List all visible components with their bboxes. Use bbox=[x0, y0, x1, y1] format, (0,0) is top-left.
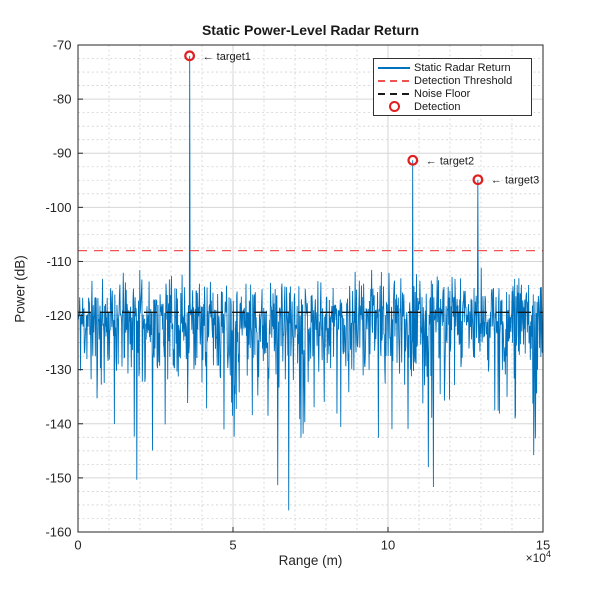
svg-text:-110: -110 bbox=[46, 254, 71, 269]
y-axis-label: Power (dB) bbox=[12, 255, 28, 323]
svg-text:-130: -130 bbox=[45, 362, 71, 377]
svg-text:-80: -80 bbox=[53, 92, 72, 107]
legend-swatch bbox=[374, 79, 414, 82]
svg-text:-160: -160 bbox=[45, 525, 71, 540]
legend-swatch bbox=[374, 92, 414, 95]
legend-box: Static Radar Return Detection Threshold … bbox=[373, 58, 532, 116]
svg-text:-150: -150 bbox=[45, 470, 71, 485]
legend-item-noise-floor: Noise Floor bbox=[374, 87, 531, 100]
svg-text:0: 0 bbox=[74, 538, 81, 553]
legend-label: Detection bbox=[414, 100, 461, 113]
legend-label: Static Radar Return bbox=[414, 61, 511, 74]
legend-item-static-radar-return: Static Radar Return bbox=[374, 61, 531, 74]
legend-label: Noise Floor bbox=[414, 87, 471, 100]
legend-item-detection: Detection bbox=[374, 100, 531, 113]
svg-text:← target1: ← target1 bbox=[203, 51, 251, 63]
legend-swatch bbox=[374, 66, 414, 69]
legend-label: Detection Threshold bbox=[414, 74, 513, 87]
dashed-line-sample-icon bbox=[378, 92, 410, 95]
x-multiplier-exponent: 4 bbox=[545, 549, 551, 559]
x-multiplier-base: ×10 bbox=[525, 551, 546, 565]
svg-text:-90: -90 bbox=[53, 146, 72, 161]
legend-swatch bbox=[374, 101, 414, 112]
dashed-line-sample-icon bbox=[378, 79, 410, 82]
svg-text:-140: -140 bbox=[45, 416, 71, 431]
svg-text:-120: -120 bbox=[45, 308, 71, 323]
x-axis-label: Range (m) bbox=[278, 553, 343, 568]
svg-text:← target3: ← target3 bbox=[491, 175, 539, 187]
svg-text:-70: -70 bbox=[53, 38, 72, 53]
legend-item-detection-threshold: Detection Threshold bbox=[374, 74, 531, 87]
svg-text:15: 15 bbox=[536, 538, 550, 553]
svg-text:← target2: ← target2 bbox=[426, 155, 474, 167]
svg-text:5: 5 bbox=[229, 538, 236, 553]
svg-text:10: 10 bbox=[381, 538, 395, 553]
chart-title: Static Power-Level Radar Return bbox=[201, 22, 420, 38]
svg-text:-100: -100 bbox=[45, 200, 71, 215]
solid-line-sample-icon bbox=[378, 66, 410, 69]
circle-marker-sample-icon bbox=[388, 101, 400, 112]
x-axis-multiplier: ×104 bbox=[505, 549, 551, 565]
